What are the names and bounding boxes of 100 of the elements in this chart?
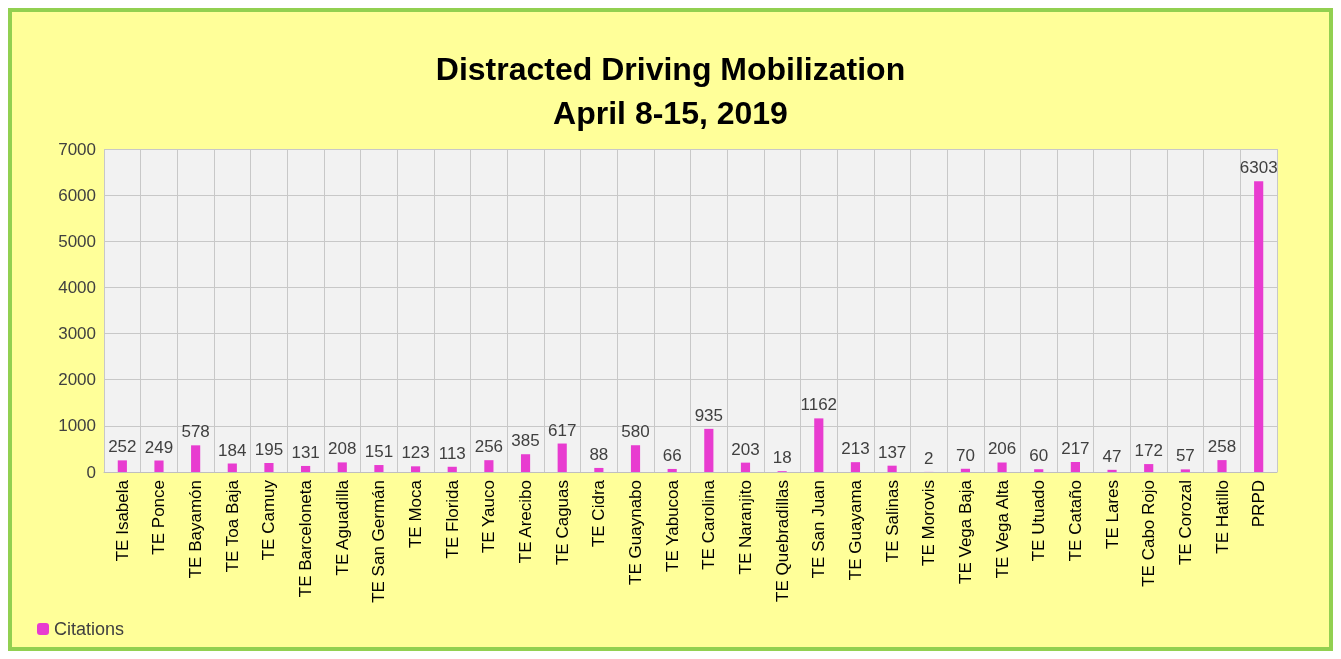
data-label: 217 bbox=[1061, 438, 1090, 458]
data-label: 195 bbox=[254, 440, 284, 459]
x-tick-label: TE Naranjito bbox=[735, 480, 755, 575]
bar bbox=[154, 460, 164, 472]
data-label: 131 bbox=[291, 442, 320, 462]
y-tick-label: 2000 bbox=[58, 370, 96, 390]
bar bbox=[1217, 460, 1227, 472]
x-tick-label: PRPD bbox=[1249, 480, 1269, 528]
x-tick-label: TE Vega Baja bbox=[955, 479, 975, 584]
data-label: 935 bbox=[694, 405, 724, 425]
x-tick-label: TE Bayamón bbox=[186, 480, 206, 579]
bar bbox=[594, 467, 604, 472]
bar bbox=[887, 465, 897, 472]
bar bbox=[447, 466, 457, 472]
x-tick-label: TE Quebradillas bbox=[772, 480, 792, 602]
y-tick-label: 5000 bbox=[58, 231, 96, 251]
data-label: 123 bbox=[401, 443, 430, 463]
legend-label: Citations bbox=[54, 619, 125, 639]
data-label: 137 bbox=[877, 442, 907, 462]
x-tick-label: TE Arecibo bbox=[516, 480, 536, 564]
x-tick-label: TE Isabela bbox=[112, 479, 132, 562]
data-label: 113 bbox=[438, 443, 466, 463]
bar bbox=[850, 462, 861, 472]
x-tick-label: TE Carolina bbox=[699, 479, 719, 570]
data-label: 60 bbox=[1029, 446, 1049, 466]
x-tick-label: TE Salinas bbox=[882, 480, 902, 563]
x-tick-label: TE Guayama bbox=[845, 479, 865, 581]
y-tick-label: 4000 bbox=[58, 277, 96, 297]
x-tick-label: TE Moca bbox=[406, 479, 426, 549]
bar bbox=[1180, 469, 1190, 472]
bar bbox=[337, 462, 347, 472]
bar bbox=[117, 460, 127, 472]
data-label: 580 bbox=[621, 422, 650, 442]
data-label: 47 bbox=[1102, 446, 1122, 466]
data-label: 578 bbox=[181, 422, 210, 442]
data-label: 256 bbox=[474, 437, 504, 457]
x-tick-label: TE Caguas bbox=[552, 480, 572, 566]
bar bbox=[1107, 469, 1117, 472]
x-tick-label: TE San Juan bbox=[809, 480, 829, 579]
y-tick-label: 0 bbox=[86, 462, 96, 482]
x-tick-label: TE Ponce bbox=[149, 480, 169, 555]
x-tick-label: TE Lares bbox=[1102, 480, 1122, 549]
data-label: 151 bbox=[364, 442, 394, 462]
data-label: 208 bbox=[328, 439, 357, 459]
bar bbox=[1034, 469, 1044, 472]
bar bbox=[301, 465, 311, 472]
data-label: 1162 bbox=[800, 395, 838, 415]
data-label: 206 bbox=[987, 439, 1017, 459]
data-label: 66 bbox=[662, 445, 682, 465]
data-label: 617 bbox=[548, 420, 577, 440]
y-tick-label: 7000 bbox=[58, 139, 96, 159]
bar bbox=[227, 463, 237, 472]
bar bbox=[520, 454, 531, 472]
x-tick-label: TE Cabo Rojo bbox=[1139, 480, 1159, 587]
bar bbox=[814, 418, 824, 472]
x-tick-label: TE Toa Baja bbox=[222, 479, 242, 573]
data-label: 57 bbox=[1175, 446, 1195, 466]
bar bbox=[997, 462, 1007, 472]
x-tick-label: TE Aguadilla bbox=[332, 479, 352, 576]
data-label: 6303 bbox=[1239, 158, 1278, 178]
x-tick-label: TE Yauco bbox=[479, 480, 499, 554]
x-tick-label: TE Barceloneta bbox=[296, 479, 316, 598]
bar bbox=[411, 466, 421, 472]
bar bbox=[960, 468, 970, 472]
data-label: 70 bbox=[955, 445, 975, 465]
x-tick-label: TE Yabucoa bbox=[662, 479, 682, 572]
x-tick-label: TE Florida bbox=[442, 479, 462, 559]
y-tick-label: 6000 bbox=[58, 185, 96, 205]
bar bbox=[374, 465, 384, 472]
data-label: 2 bbox=[924, 448, 934, 468]
y-tick-label: 1000 bbox=[58, 416, 96, 436]
x-tick-label: TE Vega Alta bbox=[992, 479, 1012, 579]
x-tick-label: TE Guaynabo bbox=[626, 480, 646, 585]
x-tick-label: TE Cidra bbox=[589, 479, 609, 548]
bar bbox=[1070, 461, 1080, 472]
x-tick-label: TE Hatillo bbox=[1212, 480, 1232, 554]
x-tick-label: TE Morovis bbox=[919, 480, 939, 566]
data-label: 385 bbox=[511, 431, 540, 451]
bar bbox=[704, 428, 714, 472]
y-tick-label: 3000 bbox=[58, 324, 96, 344]
x-tick-label: TE Cataño bbox=[1065, 480, 1085, 562]
bar bbox=[667, 468, 677, 472]
bar bbox=[264, 463, 274, 472]
data-label: 18 bbox=[772, 448, 792, 468]
data-label: 252 bbox=[108, 437, 137, 457]
bar bbox=[484, 460, 494, 472]
data-label: 213 bbox=[841, 439, 870, 459]
x-tick-label: TE San Germán bbox=[369, 480, 389, 603]
x-tick-label: TE Camuy bbox=[259, 479, 279, 561]
x-tick-label: TE Corozal bbox=[1175, 480, 1195, 566]
bar bbox=[1144, 464, 1154, 472]
data-label: 203 bbox=[731, 439, 760, 459]
bar bbox=[630, 445, 641, 472]
bar bbox=[557, 443, 567, 472]
data-label: 249 bbox=[144, 437, 174, 457]
x-tick-label: TE Utuado bbox=[1029, 480, 1049, 562]
bar bbox=[191, 445, 201, 472]
data-label: 172 bbox=[1134, 441, 1163, 461]
data-label: 258 bbox=[1207, 437, 1237, 457]
data-label: 184 bbox=[218, 440, 247, 460]
